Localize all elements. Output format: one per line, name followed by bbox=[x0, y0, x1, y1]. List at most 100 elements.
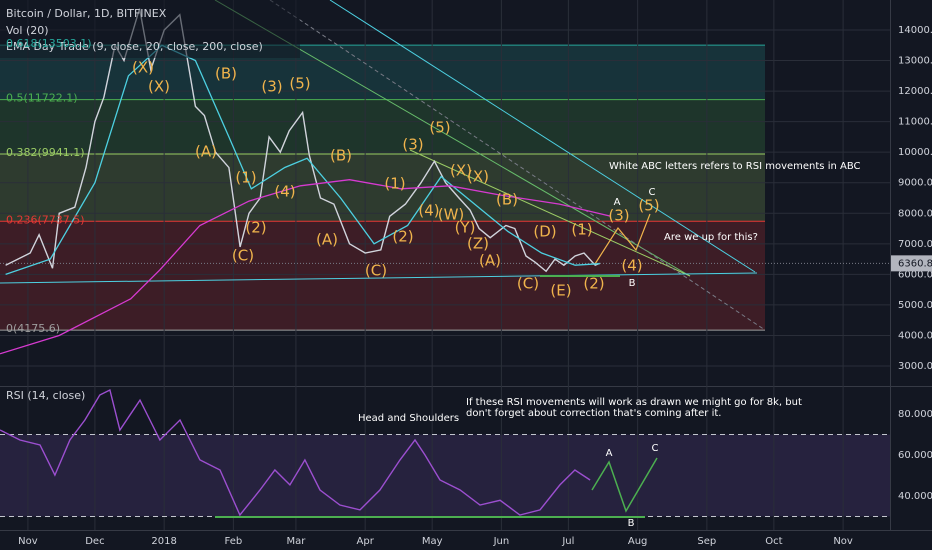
wave-label: (2) bbox=[392, 228, 413, 246]
series-line bbox=[5, 8, 600, 273]
wave-label: (C) bbox=[232, 247, 254, 265]
abc-label: C bbox=[649, 187, 656, 198]
legend-entry: Vol (20) bbox=[6, 24, 49, 37]
wave-label: (C) bbox=[365, 262, 387, 280]
abc-label: B bbox=[629, 278, 636, 289]
trend-line bbox=[329, 0, 756, 273]
wave-label: (B) bbox=[330, 147, 352, 165]
wave-label: (E) bbox=[550, 282, 571, 300]
series-line bbox=[5, 44, 600, 276]
y-tick-label: 40.0000 bbox=[898, 491, 932, 502]
fib-label: 0.618(13503.1) bbox=[6, 37, 92, 50]
wave-label: (2) bbox=[583, 275, 604, 293]
wave-label: (X) bbox=[450, 162, 472, 180]
note: White ABC letters refers to RSI movement… bbox=[609, 161, 861, 172]
wave-label: (A) bbox=[479, 252, 501, 270]
wave-label: (4) bbox=[274, 183, 295, 201]
x-tick-label: Nov bbox=[833, 536, 853, 547]
x-tick-label: Oct bbox=[765, 536, 782, 547]
wave-label: (C) bbox=[517, 275, 539, 293]
rsi-projection bbox=[591, 457, 658, 513]
abc-label: A bbox=[614, 197, 621, 208]
x-tick-label: Apr bbox=[357, 536, 375, 547]
fib-label: 0.236(7737.5) bbox=[6, 213, 85, 226]
wave-label: (1) bbox=[384, 175, 405, 193]
wave-label: (2) bbox=[245, 219, 266, 237]
legend-entry: EMA Day Trade (9, close, 20, close, 200,… bbox=[6, 40, 263, 53]
x-tick-label: Dec bbox=[85, 536, 104, 547]
x-tick-label: Jul bbox=[561, 536, 574, 547]
y-tick-label: 10000.0 bbox=[898, 147, 932, 158]
wave-label: (D) bbox=[533, 223, 556, 241]
fib-label: 0.382(9941.1) bbox=[6, 146, 85, 159]
fib-label: 0(4175.6) bbox=[6, 322, 60, 335]
last-price-box bbox=[891, 255, 932, 272]
fib-label: 0.5(11722.1) bbox=[6, 92, 78, 105]
projection-line bbox=[594, 213, 651, 265]
abc-label: B bbox=[628, 518, 635, 529]
wave-label: (3) bbox=[402, 136, 423, 154]
y-tick-label: 9000.0 bbox=[898, 178, 932, 189]
wave-label: (X) bbox=[467, 168, 489, 186]
wave-label: (5) bbox=[638, 197, 659, 215]
y-tick-label: 3000.0 bbox=[898, 361, 932, 372]
legend-backdrop bbox=[0, 0, 300, 58]
wave-label: (5) bbox=[429, 119, 450, 137]
trend-line bbox=[269, 0, 766, 331]
y-tick-label: 7000.0 bbox=[898, 239, 932, 250]
wave-label: (4) bbox=[418, 202, 439, 220]
wave-label: (X) bbox=[148, 78, 170, 96]
trend-line bbox=[409, 149, 691, 277]
y-tick-label: 5000.0 bbox=[898, 300, 932, 311]
x-tick-label: Jun bbox=[493, 536, 510, 547]
chart-title: Bitcoin / Dollar, 1D, BITFINEX bbox=[6, 7, 167, 20]
note: If these RSI movements will work as draw… bbox=[466, 397, 802, 408]
wave-label: (W) bbox=[438, 206, 465, 224]
abc-label: C bbox=[652, 443, 659, 454]
y-tick-label: 6000.0 bbox=[898, 269, 932, 280]
last-price-label: 6360.8 bbox=[898, 258, 932, 269]
wave-label: (X) bbox=[132, 59, 154, 77]
wave-label: (3) bbox=[261, 78, 282, 96]
wave-label: (A) bbox=[316, 231, 338, 249]
wave-label: (5) bbox=[289, 75, 310, 93]
x-tick-label: Sep bbox=[697, 536, 716, 547]
y-tick-label: 80.0000 bbox=[898, 409, 932, 420]
data-layer bbox=[0, 8, 611, 517]
y-tick-label: 60.0000 bbox=[898, 450, 932, 461]
note: Are we up for this? bbox=[664, 232, 758, 243]
wave-label: (Y) bbox=[455, 219, 476, 237]
wave-label: (1) bbox=[571, 221, 592, 239]
y-tick-label: 4000.0 bbox=[898, 330, 932, 341]
note: don't forget about correction that's com… bbox=[466, 408, 721, 419]
x-tick-label: Aug bbox=[628, 536, 648, 547]
x-tick-label: 2018 bbox=[151, 536, 176, 547]
wave-label: (B) bbox=[215, 65, 237, 83]
y-tick-label: 14000.0 bbox=[898, 25, 932, 36]
wave-label: (Z) bbox=[467, 235, 489, 253]
wave-label: (3) bbox=[608, 207, 629, 225]
y-tick-label: 11000.0 bbox=[898, 117, 932, 128]
wave-label: (1) bbox=[235, 169, 256, 187]
y-tick-label: 8000.0 bbox=[898, 208, 932, 219]
y-tick-label: 13000.0 bbox=[898, 56, 932, 67]
series-line bbox=[0, 388, 591, 517]
note: Head and Shoulders bbox=[358, 413, 459, 424]
abc-label: A bbox=[606, 448, 613, 459]
x-tick-label: Feb bbox=[225, 536, 243, 547]
x-tick-label: May bbox=[422, 536, 443, 547]
y-tick-label: 12000.0 bbox=[898, 86, 932, 97]
series-line bbox=[0, 179, 611, 355]
x-tick-label: Mar bbox=[286, 536, 306, 547]
x-tick-label: Nov bbox=[18, 536, 38, 547]
support-line bbox=[0, 272, 758, 284]
wave-label: (B) bbox=[496, 191, 518, 209]
rsi-band bbox=[0, 434, 890, 517]
rsi-title: RSI (14, close) bbox=[6, 389, 85, 402]
wave-label: (4) bbox=[621, 257, 642, 275]
wave-label: (A) bbox=[195, 143, 217, 161]
drawings bbox=[0, 0, 766, 518]
fib-zone bbox=[0, 99, 765, 154]
